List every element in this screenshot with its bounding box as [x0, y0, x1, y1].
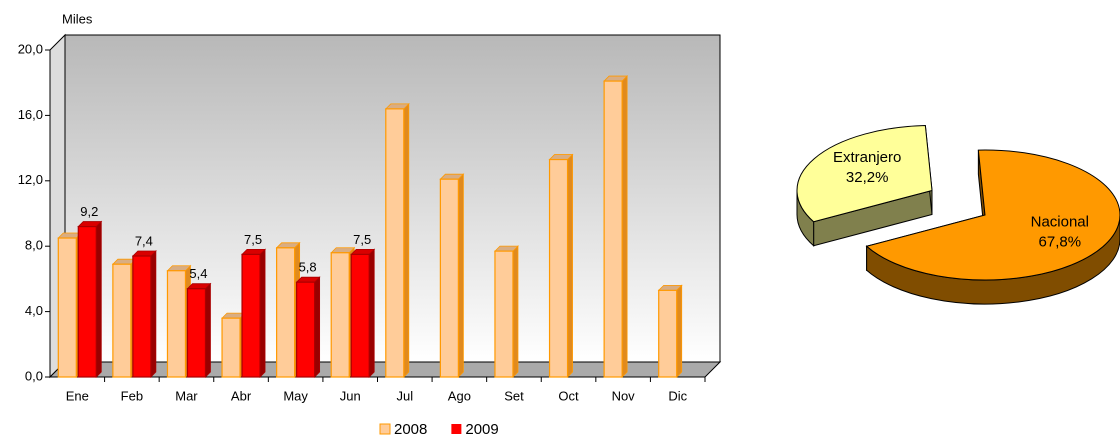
bar [276, 247, 296, 378]
y-tick-label: 16,0 [18, 107, 43, 122]
legend-label: 2009 [465, 421, 498, 438]
bar [350, 253, 370, 378]
pie-label: Extranjero [833, 149, 901, 166]
x-tick-label: Jun [340, 388, 361, 403]
bar [112, 263, 132, 378]
bar-side [259, 248, 266, 378]
bar-side [368, 248, 375, 378]
bar [77, 225, 97, 378]
pie-slice [865, 149, 1120, 281]
pie-value-label: 32,2% [846, 169, 889, 186]
bar [658, 289, 678, 378]
bar [132, 255, 152, 378]
pie-value-label: 67,8% [1039, 233, 1082, 250]
bar-side [314, 276, 321, 378]
y-axis-title: Miles [62, 11, 93, 26]
data-label: 7,4 [135, 233, 153, 248]
y-tick-label: 4,0 [25, 303, 43, 318]
bar-side [403, 102, 410, 378]
x-tick-label: Nov [612, 388, 636, 403]
bar [385, 108, 405, 378]
bar [494, 250, 514, 378]
bar-side [150, 250, 157, 378]
data-label: 5,8 [299, 260, 317, 275]
bar [603, 80, 623, 378]
data-label: 9,2 [80, 204, 98, 219]
bar [548, 158, 569, 378]
bar [439, 178, 459, 378]
bar [166, 270, 187, 378]
x-tick-label: Feb [121, 388, 143, 403]
bar [221, 317, 241, 378]
x-tick-label: Dic [668, 388, 687, 403]
x-tick-label: Oct [558, 388, 579, 403]
bar [330, 252, 350, 378]
bar-side [567, 153, 573, 378]
bar-side [457, 173, 464, 378]
bar-side [205, 282, 211, 378]
bar-side [621, 75, 628, 378]
pie-slice [796, 125, 933, 223]
legend-label: 2008 [394, 421, 427, 438]
x-tick-label: Mar [175, 388, 198, 403]
pie-label: Nacional [1031, 213, 1089, 230]
data-label: 5,4 [189, 266, 207, 281]
bar-side [676, 284, 683, 378]
bar [186, 288, 207, 378]
x-tick-label: May [283, 388, 308, 403]
data-label: 7,5 [244, 232, 262, 247]
x-tick-label: Ene [66, 388, 89, 403]
bar-side [95, 220, 102, 378]
bar [57, 237, 77, 378]
x-tick-label: Set [504, 388, 524, 403]
bar [296, 281, 316, 378]
legend-swatch [379, 423, 391, 435]
y-tick-label: 20,0 [18, 41, 43, 56]
legend-swatch [451, 424, 462, 434]
y-tick-label: 12,0 [18, 172, 43, 187]
y-tick-label: 0,0 [25, 368, 43, 383]
x-tick-label: Jul [396, 388, 413, 403]
x-tick-label: Ago [448, 388, 471, 403]
x-tick-label: Abr [231, 388, 252, 403]
bar [241, 253, 261, 378]
data-label: 7,5 [353, 232, 371, 247]
bar-side [512, 245, 519, 378]
y-tick-label: 8,0 [25, 238, 43, 253]
